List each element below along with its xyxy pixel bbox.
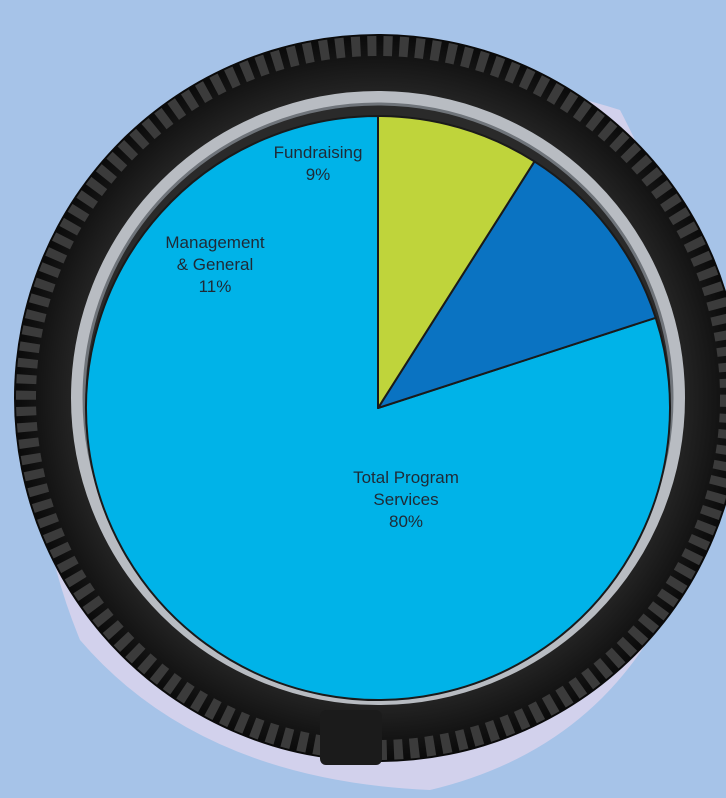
- pie-slices: [85, 115, 671, 701]
- slice-fundraising: [377, 115, 536, 409]
- tire-valve: [320, 710, 382, 765]
- slice-label-management-general: Management & General 11%: [165, 233, 265, 296]
- slice-label-line: 80%: [389, 512, 423, 531]
- slice-management-general: [377, 160, 657, 409]
- slice-label-line: Management: [165, 233, 265, 252]
- slice-label-fundraising: Fundraising 9%: [274, 143, 363, 184]
- slice-label-total-program-services: Total Program Services 80%: [353, 468, 459, 531]
- pie-labels: Total Program Services 80% Management & Gene…: [165, 143, 459, 531]
- slice-label-line: Fundraising: [274, 143, 363, 162]
- slice-label-line: 9%: [306, 165, 331, 184]
- slice-label-line: & General: [177, 255, 254, 274]
- slice-label-line: 11%: [199, 277, 232, 296]
- slice-label-line: Services: [373, 490, 438, 509]
- slice-label-line: Total Program: [353, 468, 459, 487]
